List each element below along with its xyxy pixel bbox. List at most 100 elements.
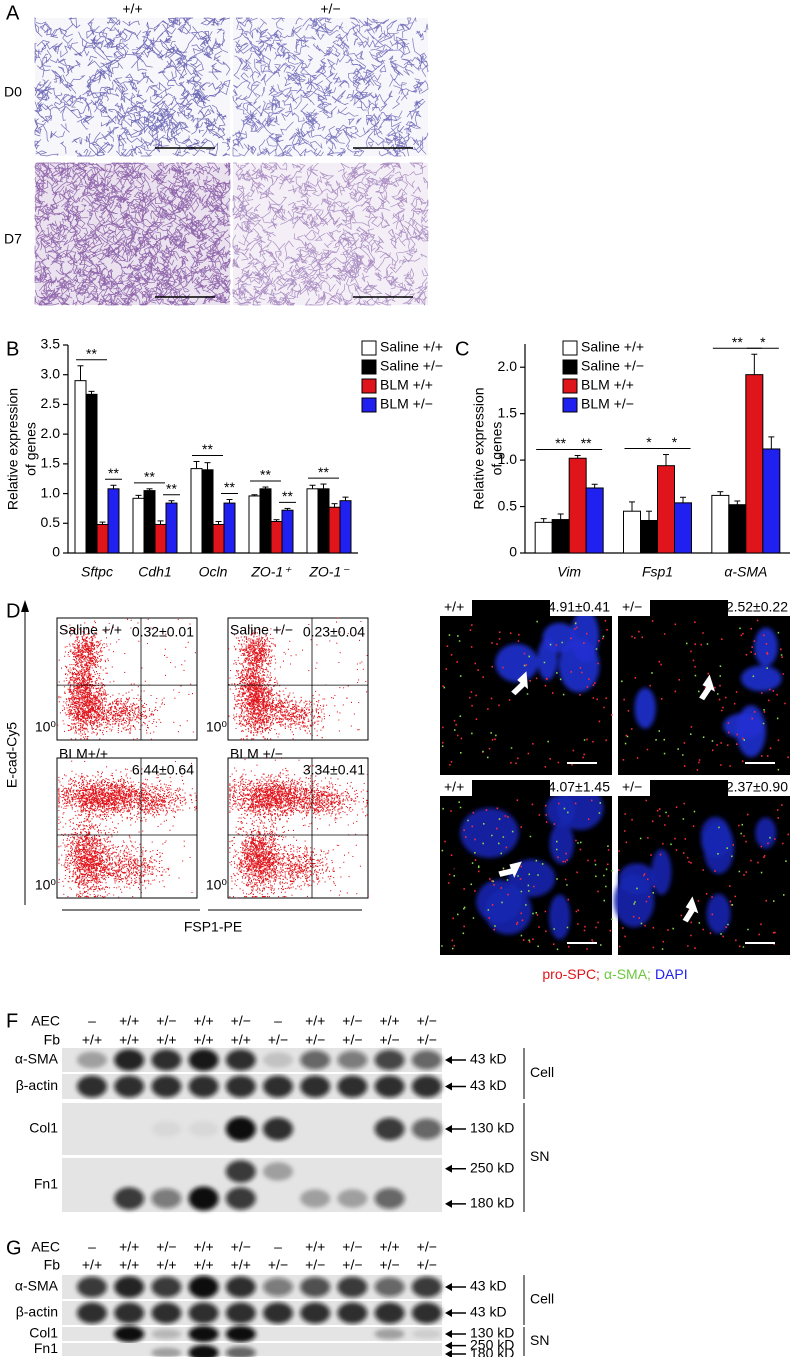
fb-genotype: +/− (268, 1257, 288, 1273)
band (411, 1302, 442, 1324)
nuclei (613, 816, 777, 934)
header-label: Fb (44, 1032, 61, 1048)
genotype-label: +/− (622, 779, 642, 795)
significance-label: * (646, 434, 652, 450)
panel-letter: G (6, 1237, 22, 1259)
blot-label: Fn1 (34, 1176, 58, 1192)
axis-tick-label: 10⁰ (35, 877, 57, 893)
bands (151, 1344, 256, 1357)
band (151, 1302, 182, 1324)
label-box (618, 780, 650, 796)
band (151, 1188, 182, 1209)
legend-swatch (361, 378, 377, 394)
bands (114, 1325, 442, 1343)
arrow-head (445, 1082, 452, 1091)
bar (201, 469, 214, 554)
x-tick-label: ZO-1⁻ (308, 564, 350, 580)
band (188, 1325, 219, 1343)
aec-genotype: +/+ (379, 1013, 399, 1029)
bar (165, 502, 178, 554)
x-tick-label: ZO-1⁺ (250, 564, 292, 580)
arrow-head (445, 1056, 452, 1064)
nuclei (460, 786, 604, 940)
nucleus (476, 879, 522, 923)
legend-swatch (361, 359, 377, 375)
band (77, 1075, 107, 1098)
quantification: 2.52±0.22 (726, 599, 788, 615)
arrow (682, 896, 699, 923)
bar (657, 465, 675, 554)
bar (85, 393, 98, 554)
sma-signal (441, 620, 605, 759)
band (77, 1051, 107, 1069)
quadrant-value: 0.32±0.01 (132, 624, 194, 640)
axis-tick-label: 10⁰ (206, 719, 228, 735)
bar (96, 523, 109, 554)
band (188, 1302, 219, 1324)
band (300, 1050, 331, 1070)
label-box (618, 600, 650, 616)
band (337, 1302, 368, 1324)
arrow-head (445, 1330, 452, 1338)
fb-genotype: +/− (342, 1257, 362, 1273)
bar (534, 521, 553, 554)
legend-label: BLM +/+ (581, 377, 634, 393)
bar (306, 488, 319, 554)
column-label: +/− (320, 1, 340, 17)
marker-label: 130 kD (470, 1120, 514, 1136)
nucleus (508, 859, 556, 897)
band (225, 1117, 256, 1141)
marker-label: 43 kD (470, 1051, 507, 1067)
quadrant-value: 6.44±0.64 (132, 762, 194, 778)
panel-letter: D (6, 600, 20, 622)
marker-label: 250 kD (470, 1160, 514, 1176)
bar (270, 521, 283, 554)
aec-genotype: – (274, 1013, 282, 1029)
y-tick-label: 0.5 (498, 497, 518, 513)
group-label: Cell (530, 1291, 554, 1307)
bar (317, 488, 330, 554)
bar (568, 457, 587, 554)
plot-title: Saline +/+ (59, 622, 122, 638)
aec-genotype: +/+ (305, 1239, 325, 1255)
significance-label: ** (732, 334, 743, 350)
band (77, 1276, 107, 1298)
bands (77, 1075, 442, 1098)
band (114, 1276, 145, 1298)
band (225, 1325, 256, 1343)
nucleus (754, 627, 778, 667)
nucleus (460, 807, 519, 858)
significance-label: ** (166, 480, 177, 496)
arrow-head (445, 1125, 452, 1133)
blot-label: α-SMA (15, 1278, 59, 1294)
band (374, 1075, 405, 1098)
bar (223, 502, 236, 554)
blot-label: β-actin (16, 1077, 58, 1093)
label-box (728, 780, 790, 796)
panel-letter: C (455, 338, 469, 360)
band (188, 1275, 219, 1299)
band (411, 1276, 442, 1298)
fb-genotype: +/+ (231, 1032, 251, 1048)
marker-label: 43 kD (470, 1278, 507, 1294)
bar (190, 468, 203, 554)
fb-genotype: +/− (417, 1032, 437, 1048)
y-tick-label: 2.0 (498, 358, 518, 374)
bar (745, 374, 764, 554)
bar (212, 523, 225, 554)
significance-label: ** (260, 467, 271, 483)
group-label: SN (530, 1148, 549, 1164)
fb-genotype: +/+ (119, 1032, 139, 1048)
aec-genotype: +/− (231, 1239, 251, 1255)
aec-genotype: +/− (417, 1239, 437, 1255)
bar (551, 519, 570, 554)
panel-letter: A (6, 2, 20, 24)
genotype-label: +/− (622, 599, 642, 615)
fb-genotype: +/+ (231, 1257, 251, 1273)
band (188, 1049, 219, 1071)
flow-events (229, 757, 369, 899)
axis-tick-label: 10⁰ (206, 877, 228, 893)
band (411, 1329, 442, 1339)
stain-legend-item: α-SMA; (604, 966, 651, 982)
y-axis-label: Relative expression (5, 388, 21, 510)
